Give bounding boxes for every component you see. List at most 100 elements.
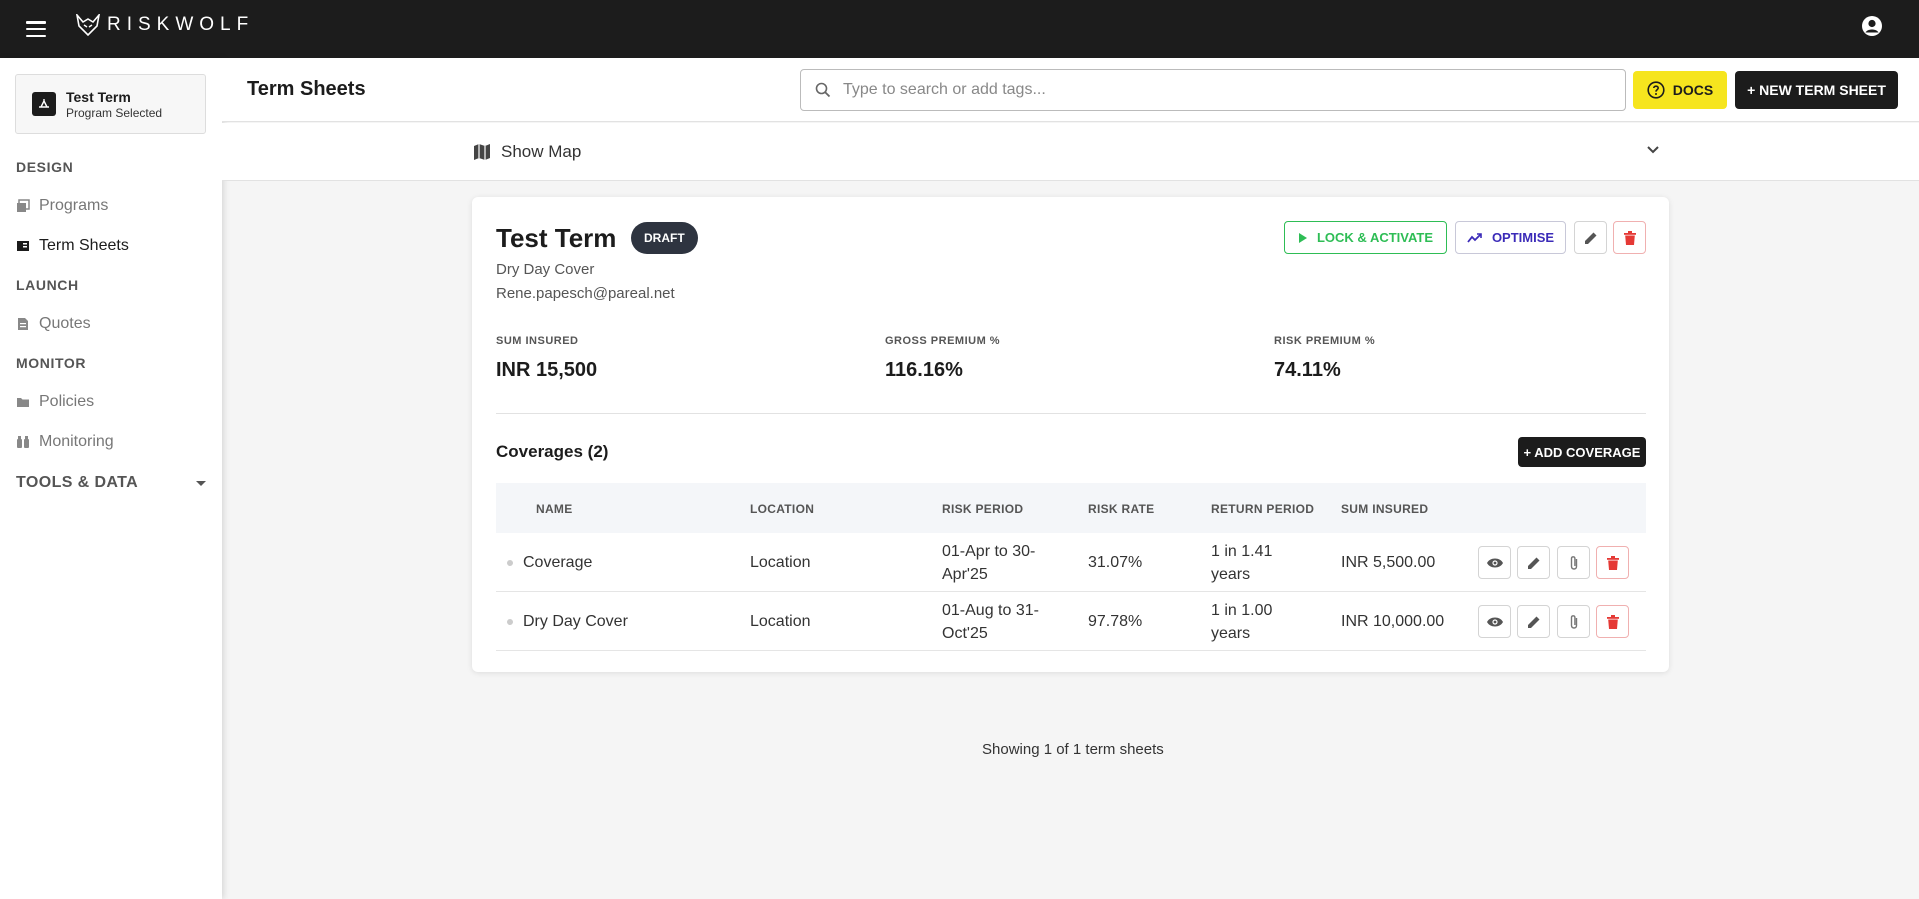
optimise-label: OPTIMISE bbox=[1491, 230, 1555, 245]
coverage-return-period: 1 in 1.00 years bbox=[1211, 599, 1272, 645]
show-map-label: Show Map bbox=[501, 142, 582, 161]
divider bbox=[496, 413, 1646, 414]
stat-value: INR 15,500 bbox=[496, 359, 598, 381]
brand-name: RISKWOLF bbox=[107, 14, 255, 35]
sidebar-item-quotes[interactable]: Quotes bbox=[16, 315, 91, 333]
coverage-return-period: 1 in 1.41 years bbox=[1211, 540, 1272, 586]
sidebar-item-monitoring[interactable]: Monitoring bbox=[16, 433, 114, 451]
account-icon[interactable] bbox=[1861, 15, 1883, 37]
help-icon bbox=[1647, 81, 1665, 99]
sidebar-item-programs[interactable]: Programs bbox=[16, 197, 108, 215]
term-sheet-title: Test Term bbox=[496, 223, 617, 253]
coverage-name: Coverage bbox=[523, 554, 593, 571]
coverage-location: Location bbox=[750, 554, 811, 571]
optimise-button[interactable]: OPTIMISE bbox=[1455, 221, 1566, 254]
search-icon bbox=[815, 82, 831, 98]
edit-coverage-button[interactable] bbox=[1517, 605, 1550, 638]
column-header-risk-period: RISK PERIOD bbox=[942, 502, 1024, 516]
programs-icon bbox=[17, 199, 30, 212]
stat-label: SUM INSURED bbox=[496, 335, 579, 347]
coverage-risk-period: 01-Aug to 31- Oct'25 bbox=[942, 599, 1039, 645]
wolf-logo-icon bbox=[76, 14, 100, 36]
term-sheet-card: Test Term DRAFT Dry Day Cover Rene.papes… bbox=[472, 197, 1669, 672]
eye-icon bbox=[1486, 617, 1503, 626]
term-sheets-icon bbox=[17, 241, 29, 251]
edit-coverage-button[interactable] bbox=[1517, 546, 1550, 579]
document-icon bbox=[18, 318, 28, 330]
risk-period-line: 01-Apr to 30- bbox=[942, 543, 1036, 560]
eye-icon bbox=[1486, 558, 1503, 567]
risk-period-line: Oct'25 bbox=[942, 625, 988, 642]
delete-coverage-button[interactable] bbox=[1596, 605, 1629, 638]
pencil-icon bbox=[1584, 232, 1596, 244]
column-header-return-period: RETURN PERIOD bbox=[1211, 502, 1315, 516]
return-period-line: 1 in 1.41 bbox=[1211, 543, 1273, 560]
sidebar-item-label: Monitoring bbox=[39, 433, 114, 450]
sidebar-item-label: Policies bbox=[39, 393, 95, 410]
edit-term-sheet-button[interactable] bbox=[1574, 221, 1607, 254]
stat-value: 74.11% bbox=[1274, 359, 1341, 381]
column-header-risk-rate: RISK RATE bbox=[1088, 502, 1155, 516]
tools-data-toggle[interactable]: TOOLS & DATA bbox=[16, 474, 206, 492]
sidebar: Test Term Program Selected DESIGN Progra… bbox=[0, 58, 222, 899]
trash-icon bbox=[1606, 614, 1619, 629]
return-period-line: years bbox=[1211, 625, 1251, 642]
binoculars-icon bbox=[17, 436, 29, 448]
docs-button[interactable]: DOCS bbox=[1633, 71, 1727, 109]
coverage-risk-rate: 97.78% bbox=[1088, 613, 1143, 630]
pencil-icon bbox=[1527, 557, 1539, 569]
menu-icon[interactable] bbox=[24, 17, 48, 41]
search-box[interactable] bbox=[800, 69, 1626, 111]
program-subtitle: Program Selected bbox=[66, 105, 163, 120]
attach-coverage-button[interactable] bbox=[1557, 605, 1590, 638]
attach-coverage-button[interactable] bbox=[1557, 546, 1590, 579]
lock-activate-label: LOCK & ACTIVATE bbox=[1316, 230, 1434, 245]
chevron-down-icon[interactable] bbox=[1646, 143, 1660, 157]
coverage-name: Dry Day Cover bbox=[523, 613, 628, 630]
paperclip-icon bbox=[1570, 555, 1577, 570]
sidebar-item-term-sheets[interactable]: Term Sheets bbox=[16, 237, 129, 255]
coverage-location: Location bbox=[750, 613, 811, 630]
term-sheet-email: Rene.papesch@pareal.net bbox=[496, 285, 675, 302]
search-input[interactable] bbox=[843, 81, 1603, 99]
trending-icon bbox=[1467, 232, 1482, 243]
stat-label: GROSS PREMIUM % bbox=[885, 335, 1001, 347]
play-icon bbox=[1298, 232, 1307, 243]
add-coverage-button[interactable]: + ADD COVERAGE bbox=[1518, 437, 1646, 467]
sidebar-item-label: Quotes bbox=[39, 315, 91, 332]
tools-data-label: TOOLS & DATA bbox=[16, 474, 139, 491]
coverage-sum-insured: INR 10,000.00 bbox=[1341, 613, 1445, 630]
map-panel: Show Map bbox=[222, 123, 1919, 181]
program-icon bbox=[32, 92, 56, 116]
pencil-icon bbox=[1527, 616, 1539, 628]
risk-period-line: Apr'25 bbox=[942, 566, 988, 583]
top-bar: RISKWOLF bbox=[0, 0, 1919, 58]
column-header-name: NAME bbox=[536, 502, 573, 516]
sidebar-item-label: Programs bbox=[39, 197, 109, 214]
coverage-sum-insured: INR 5,500.00 bbox=[1341, 554, 1436, 571]
table-row[interactable]: Dry Day Cover Location 01-Aug to 31- Oct… bbox=[496, 592, 1646, 651]
return-period-line: years bbox=[1211, 566, 1251, 583]
column-header-location: LOCATION bbox=[750, 502, 815, 516]
map-icon bbox=[474, 144, 490, 160]
coverage-table-header: NAME LOCATION RISK PERIOD RISK RATE RETU… bbox=[496, 483, 1646, 533]
view-coverage-button[interactable] bbox=[1478, 546, 1511, 579]
delete-coverage-button[interactable] bbox=[1596, 546, 1629, 579]
delete-term-sheet-button[interactable] bbox=[1613, 221, 1646, 254]
show-map-toggle[interactable]: Show Map bbox=[473, 142, 581, 162]
table-row[interactable]: Coverage Location 01-Apr to 30- Apr'25 3… bbox=[496, 533, 1646, 592]
view-coverage-button[interactable] bbox=[1478, 605, 1511, 638]
program-selector[interactable]: Test Term Program Selected bbox=[15, 74, 206, 134]
lock-activate-button[interactable]: LOCK & ACTIVATE bbox=[1284, 221, 1447, 254]
page-header: Term Sheets DOCS + NEW TERM SHEET bbox=[222, 58, 1919, 122]
new-term-sheet-button[interactable]: + NEW TERM SHEET bbox=[1735, 71, 1898, 109]
page-title: Term Sheets bbox=[247, 78, 366, 100]
trash-icon bbox=[1606, 555, 1619, 570]
return-period-line: 1 in 1.00 bbox=[1211, 602, 1273, 619]
pagination-summary: Showing 1 of 1 term sheets bbox=[982, 741, 1164, 758]
coverage-risk-rate: 31.07% bbox=[1088, 554, 1143, 571]
sidebar-item-policies[interactable]: Policies bbox=[16, 393, 94, 411]
trash-icon bbox=[1623, 230, 1636, 245]
logo[interactable]: RISKWOLF bbox=[75, 14, 254, 36]
section-launch: LAUNCH bbox=[16, 277, 79, 293]
